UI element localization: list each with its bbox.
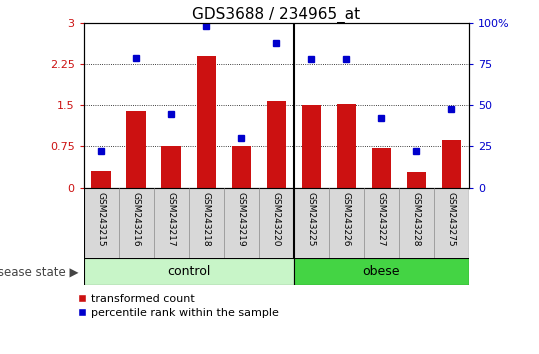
Text: obese: obese bbox=[363, 265, 400, 278]
Bar bbox=[162, 147, 181, 188]
Bar bbox=[337, 104, 356, 188]
Legend: transformed count, percentile rank within the sample: transformed count, percentile rank withi… bbox=[78, 294, 279, 318]
Bar bbox=[294, 258, 469, 285]
Text: control: control bbox=[167, 265, 210, 278]
Bar bbox=[127, 111, 146, 188]
Text: GSM243215: GSM243215 bbox=[96, 192, 106, 246]
Text: disease state ▶: disease state ▶ bbox=[0, 265, 78, 278]
Text: GSM243219: GSM243219 bbox=[237, 192, 246, 246]
Text: GSM243216: GSM243216 bbox=[132, 192, 141, 246]
Bar bbox=[197, 56, 216, 188]
Bar bbox=[92, 171, 110, 188]
Bar bbox=[267, 102, 286, 188]
Text: GSM243226: GSM243226 bbox=[342, 192, 351, 246]
Bar bbox=[407, 172, 426, 188]
Text: GSM243227: GSM243227 bbox=[377, 192, 386, 246]
Text: GSM243225: GSM243225 bbox=[307, 192, 316, 246]
Bar bbox=[232, 147, 251, 188]
Bar bbox=[84, 258, 294, 285]
Text: GSM243228: GSM243228 bbox=[412, 192, 421, 246]
Bar bbox=[372, 148, 391, 188]
Text: GSM243275: GSM243275 bbox=[447, 192, 456, 246]
Text: GSM243220: GSM243220 bbox=[272, 192, 281, 246]
Title: GDS3688 / 234965_at: GDS3688 / 234965_at bbox=[192, 7, 360, 23]
Text: GSM243218: GSM243218 bbox=[202, 192, 211, 246]
Bar bbox=[302, 105, 321, 188]
Text: GSM243217: GSM243217 bbox=[167, 192, 176, 246]
Bar bbox=[442, 140, 461, 188]
